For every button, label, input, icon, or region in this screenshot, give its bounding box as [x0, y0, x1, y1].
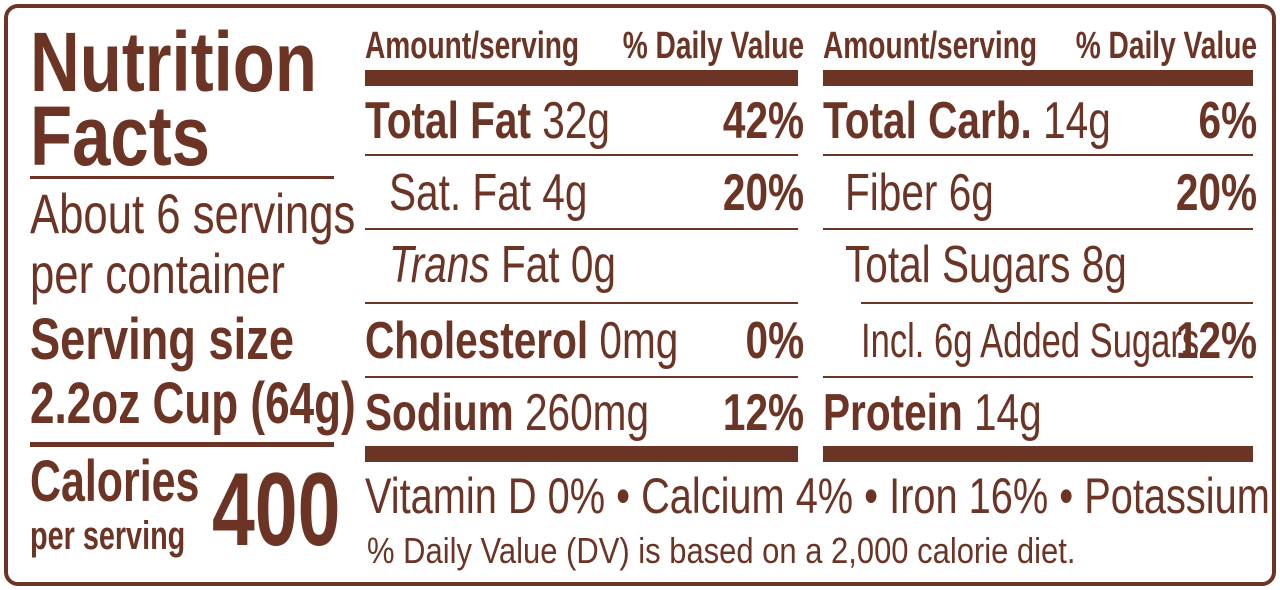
header-amount-serving-right: Amount/serving [823, 25, 1038, 67]
servings-per-container-line1: About 6 servings [30, 182, 356, 245]
fiber-dv: 20% [1175, 164, 1257, 222]
divider [823, 376, 1253, 378]
nutrition-facts-label: Nutrition Facts About 6 servings per con… [4, 4, 1280, 586]
trans-fat-label-italic: Trans [389, 236, 490, 294]
servings-per-container-line2: per container [30, 242, 285, 305]
sodium-dv: 12% [722, 384, 804, 442]
serving-size-value: 2.2oz Cup (64g) [30, 371, 356, 436]
sat-fat-dv: 20% [722, 164, 804, 222]
divider [365, 376, 798, 378]
title-divider [30, 176, 334, 179]
row-total-carb: Total Carb. 14g [823, 88, 1192, 154]
sodium-label: Sodium [365, 384, 514, 442]
total-sugars-amount: 8g [1081, 236, 1127, 294]
calories-value: 400 [212, 452, 341, 568]
total-carb-amount: 14g [1043, 92, 1111, 150]
cholesterol-dv: 0% [745, 312, 804, 370]
divider [365, 302, 798, 304]
serving-size-label: Serving size [30, 307, 295, 372]
micronutrients-line: Vitamin D 0% • Calcium 4% • Iron 16% • P… [365, 468, 1280, 524]
row-total-fat: Total Fat 32g [365, 88, 679, 154]
row-added-sugars: Incl. 6g Added Sugars [861, 315, 1200, 368]
row-cholesterol: Cholesterol 0mg [365, 308, 767, 374]
trans-fat-amount: 0g [570, 236, 616, 294]
sodium-amount: 260mg [524, 384, 650, 442]
fiber-label: Fiber [845, 164, 938, 222]
header-daily-value-left: % Daily Value [622, 25, 804, 67]
total-sugars-label: Total Sugars [845, 236, 1071, 294]
trans-fat-label: Fat [500, 236, 560, 294]
total-fat-amount: 32g [542, 92, 610, 150]
divider [823, 154, 1253, 156]
total-carb-label: Total Carb. [823, 92, 1032, 150]
daily-value-footnote: % Daily Value (DV) is based on a 2,000 c… [367, 530, 1076, 571]
row-trans-fat: Trans Fat 0g [389, 232, 680, 298]
total-fat-dv: 42% [722, 92, 804, 150]
divider [365, 154, 798, 156]
header-bar-left [365, 70, 798, 86]
header-bar-right [823, 70, 1253, 86]
sat-fat-amount: 4g [542, 164, 588, 222]
row-sat-fat: Sat. Fat 4g [389, 160, 643, 226]
total-fat-label: Total Fat [365, 92, 531, 150]
cholesterol-amount: 0mg [599, 312, 679, 370]
calories-label: Calories [30, 449, 200, 514]
bottom-bar-right [823, 446, 1253, 462]
serving-size-divider [30, 442, 334, 447]
bottom-bar-left [365, 446, 798, 462]
row-fiber: Fiber 6g [845, 160, 1036, 226]
cholesterol-label: Cholesterol [365, 312, 589, 370]
divider [861, 302, 1253, 304]
row-sodium: Sodium 260mg [365, 380, 729, 446]
fiber-amount: 6g [948, 164, 994, 222]
header-amount-serving-left: Amount/serving [365, 25, 580, 67]
sat-fat-label: Sat. Fat [389, 164, 532, 222]
protein-amount: 14g [974, 384, 1042, 442]
added-sugars-dv: 12% [1175, 312, 1257, 370]
divider [365, 228, 798, 230]
header-daily-value-right: % Daily Value [1075, 25, 1257, 67]
title-facts: Facts [30, 89, 210, 183]
row-total-sugars: Total Sugars 8g [845, 232, 1206, 298]
divider [823, 228, 1253, 230]
protein-label: Protein [823, 384, 963, 442]
row-protein: Protein 14g [823, 380, 1103, 446]
calories-per-serving: per serving [30, 514, 186, 558]
title-nutrition: Nutrition [30, 15, 317, 109]
total-carb-dv: 6% [1198, 92, 1257, 150]
